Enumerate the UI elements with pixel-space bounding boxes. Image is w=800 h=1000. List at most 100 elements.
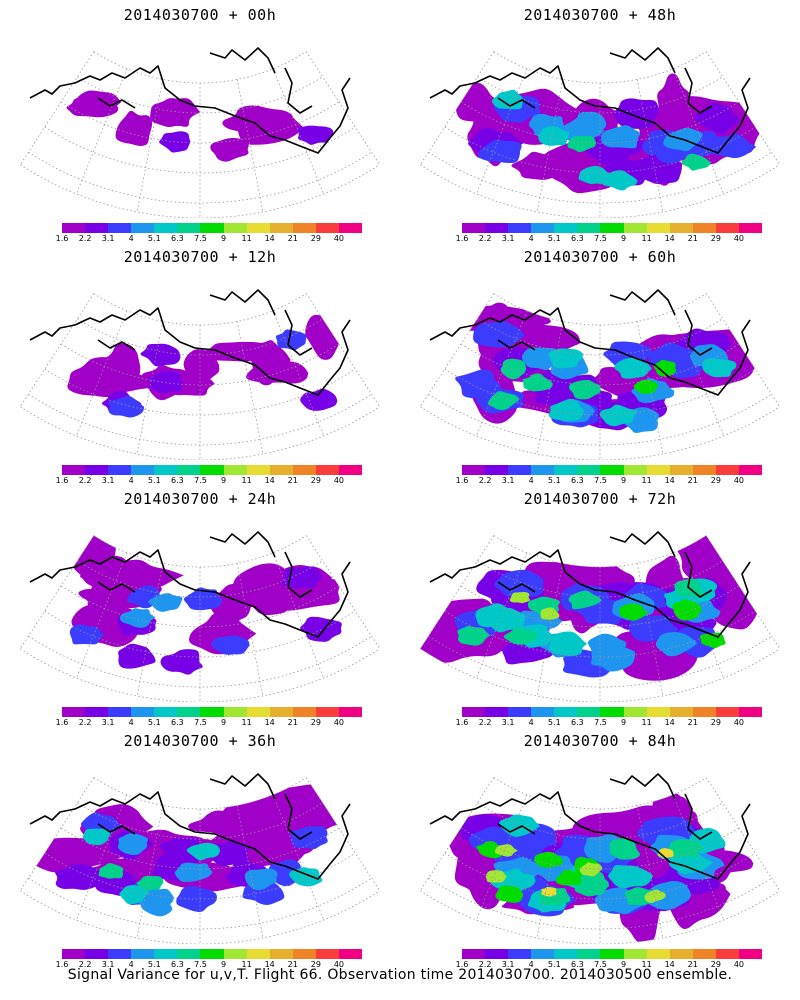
colorbar-swatch: [108, 949, 132, 959]
variance-contour: [150, 98, 201, 127]
colorbar-swatch: [108, 707, 132, 717]
colorbar-labels: 1.6 2.2 3.1 4 5.1 6.3 7.5 9 11 14 21 29 40: [56, 476, 362, 486]
colorbar-swatch: [223, 223, 247, 233]
variance-contour: [115, 110, 153, 146]
colorbar-tick-label: 1.6: [455, 960, 469, 969]
colorbar-tick-label: 14: [264, 960, 275, 969]
colorbar-tick-label: 29: [310, 234, 321, 243]
graticule: [419, 777, 781, 944]
colorbar-swatch: [577, 223, 601, 233]
variance-contour: [98, 863, 124, 879]
variance-contour: [290, 826, 328, 850]
variance-contour: [500, 358, 527, 380]
colorbar: [62, 465, 363, 475]
variance-contour: [136, 875, 164, 891]
colorbar-swatch: [246, 465, 270, 475]
variance-contour: [473, 320, 525, 348]
variance-contour: [183, 349, 220, 382]
variance-contour: [618, 603, 648, 621]
colorbar: [462, 465, 763, 475]
variance-contour: [702, 358, 737, 378]
colorbar-tick-label: 3.1: [101, 718, 115, 727]
colorbar-tick-label: 11: [241, 960, 252, 969]
colorbar-tick-label: 5.1: [547, 476, 561, 485]
colorbar-tick-label: 3.1: [101, 234, 115, 243]
colorbar-tick-label: 1.6: [55, 234, 69, 243]
colorbar-labels: 1.6 2.2 3.1 4 5.1 6.3 7.5 9 11 14 21 29 40: [56, 234, 362, 244]
colorbar-tick-label: 6.3: [571, 718, 584, 727]
colorbar-tick-label: 5.1: [547, 234, 561, 243]
colorbar-swatch: [338, 465, 363, 475]
colorbar-tick-label: 14: [664, 718, 675, 727]
panel-title: 2014030700 + 84h: [523, 732, 677, 750]
coastline: [29, 289, 351, 396]
colorbar-tick-label: 29: [710, 718, 721, 727]
colorbar-tick-label: 40: [733, 718, 745, 727]
variance-contour: [210, 137, 249, 162]
colorbar-tick-label: 9: [220, 718, 227, 727]
colorbar-swatch: [715, 223, 739, 233]
colorbar-tick-label: 29: [710, 234, 721, 243]
colorbar-tick-label: 6.3: [571, 234, 584, 243]
colorbar-swatch: [154, 707, 178, 717]
variance-field: [427, 302, 778, 433]
variance-contour: [160, 649, 203, 675]
variance-contour: [67, 357, 135, 398]
polar-map: [419, 47, 781, 218]
panel-title: 2014030700 + 72h: [523, 490, 677, 508]
forecast-panel: 2014030700 + 00h 1.6 2.2 3.1 4 5.1 6.3 7.5 9 11 14…: [0, 0, 400, 243]
variance-contour: [568, 379, 601, 400]
colorbar-tick-label: 5.1: [547, 960, 561, 969]
colorbar-tick-label: 3.1: [501, 234, 515, 243]
variance-contour: [579, 862, 603, 877]
variance-contour: [117, 833, 148, 856]
polar-map: [19, 531, 381, 702]
panel-title: 2014030700 + 48h: [523, 6, 677, 24]
colorbar-tick-label: 11: [241, 234, 252, 243]
colorbar-swatch: [315, 465, 339, 475]
colorbar-swatch: [338, 949, 363, 959]
colorbar-swatch: [508, 465, 532, 475]
colorbar-swatch: [554, 707, 578, 717]
variance-contour: [478, 139, 522, 164]
variance-contour: [633, 379, 659, 395]
variance-contour: [69, 624, 104, 645]
colorbar-tick-label: 6.3: [171, 960, 184, 969]
colorbar-swatch: [223, 707, 247, 717]
colorbar-labels: 1.6 2.2 3.1 4 5.1 6.3 7.5 9 11 14 21 29 40: [456, 476, 762, 486]
colorbar: [462, 707, 763, 717]
colorbar-swatch: [200, 223, 224, 233]
variance-contour: [300, 388, 338, 411]
colorbar-swatch: [554, 465, 578, 475]
colorbar-swatch: [577, 707, 601, 717]
colorbar-tick-label: 1.6: [55, 960, 69, 969]
colorbar-tick-label: 21: [287, 960, 298, 969]
colorbar-swatch: [246, 707, 270, 717]
graticule: [19, 535, 381, 702]
colorbar: [462, 949, 763, 959]
colorbar-tick-label: 14: [264, 718, 275, 727]
colorbar-tick-label: 21: [287, 476, 298, 485]
colorbar-tick-label: 1.6: [455, 718, 469, 727]
variance-contour: [148, 370, 183, 394]
colorbar-swatch: [62, 223, 86, 233]
coastline: [429, 773, 751, 880]
colorbar-swatch: [85, 707, 109, 717]
colorbar-swatch: [131, 465, 155, 475]
colorbar-tick-label: 1.6: [55, 476, 69, 485]
variance-contour: [55, 863, 101, 890]
colorbar-tick-label: 5.1: [147, 234, 161, 243]
variance-contour: [297, 125, 334, 145]
coastline: [429, 47, 751, 154]
colorbar-swatch: [485, 707, 509, 717]
variance-contour: [148, 593, 183, 612]
colorbar-swatch: [200, 707, 224, 717]
colorbar-swatch: [85, 949, 109, 959]
colorbar: [62, 223, 363, 233]
colorbar-tick-label: 5.1: [147, 960, 161, 969]
colorbar-tick-label: 14: [664, 960, 675, 969]
colorbar-tick-label: 6.3: [171, 234, 184, 243]
colorbar-tick-label: 11: [241, 718, 252, 727]
colorbar-tick-label: 3.1: [501, 476, 515, 485]
colorbar-swatch: [485, 223, 509, 233]
